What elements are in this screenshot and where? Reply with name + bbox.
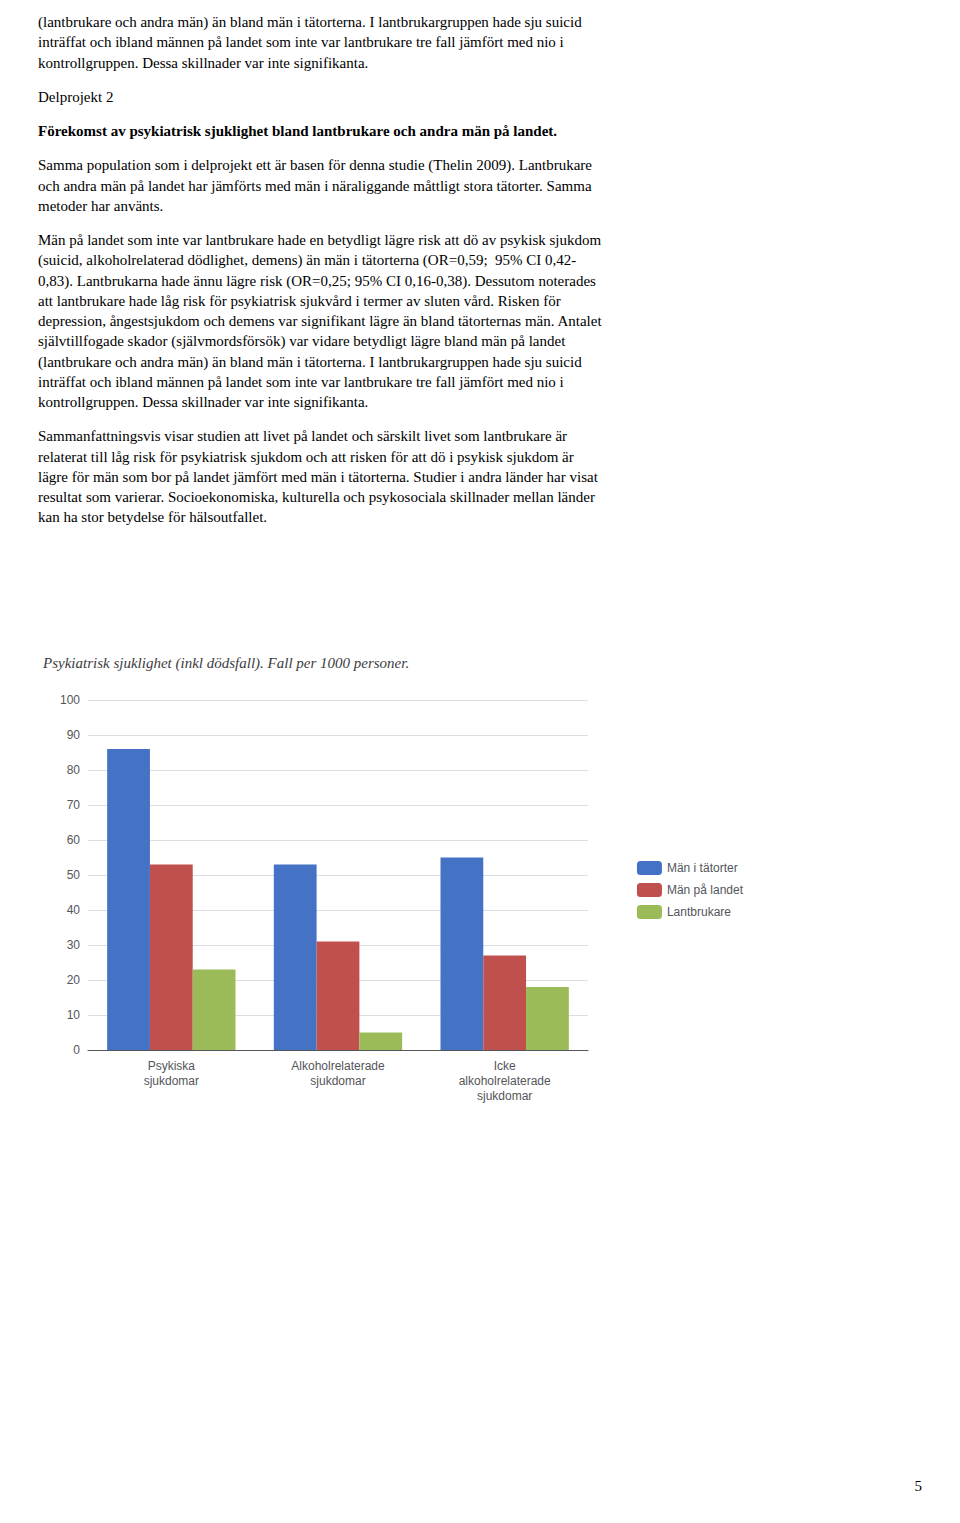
html-text:Förekomst av psykiatrisk sjukl: Förekomst av psykiatrisk sjuklighet blan… [38,123,558,139]
html-text:Samma population som i delproj: Samma population som i delprojekt ett är… [38,157,592,214]
html-text:(lantbrukare och andra män) än: (lantbrukare och andra män) än bland män… [38,14,582,71]
svg-text:60: 60 [67,833,81,847]
svg-text:Icke: Icke [494,1059,516,1073]
svg-text:sjukdomar: sjukdomar [144,1074,199,1088]
svg-text:0: 0 [73,1043,80,1057]
svg-text:50: 50 [67,868,81,882]
svg-text:80: 80 [67,763,81,777]
svg-text:90: 90 [67,728,81,742]
svg-text:40: 40 [67,903,81,917]
svg-text:20: 20 [67,973,81,987]
svg-text:30: 30 [67,938,81,952]
html-text:Sammanfattningsvis visar studi: Sammanfattningsvis visar studien att liv… [38,428,598,526]
html-text:Män på landet som inte var lan: Män på landet som inte var lantbrukare h… [38,232,602,410]
svg-text:10: 10 [67,1008,81,1022]
svg-text:Psykiatrisk sjuklighet (inkl d: Psykiatrisk sjuklighet (inkl dödsfall). … [42,655,409,672]
svg-text:sjukdomar: sjukdomar [477,1089,532,1103]
svg-text:Män på landet: Män på landet [667,883,744,897]
svg-text:Lantbrukare: Lantbrukare [667,905,731,919]
svg-text:Psykiska: Psykiska [148,1059,196,1073]
svg-text:100: 100 [60,693,80,707]
svg-text:Män i tätorter: Män i tätorter [667,861,738,875]
html-text:Delprojekt 2: Delprojekt 2 [38,88,114,105]
svg-text:sjukdomar: sjukdomar [310,1074,365,1088]
svg-text:70: 70 [67,798,81,812]
svg-text:alkoholrelaterade: alkoholrelaterade [459,1074,551,1088]
html-text:5: 5 [914,1478,922,1494]
svg-text:Alkoholrelaterade: Alkoholrelaterade [291,1059,385,1073]
